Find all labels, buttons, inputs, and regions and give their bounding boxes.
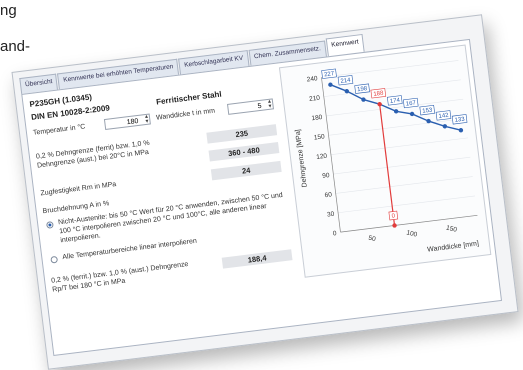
y-gridline bbox=[338, 195, 476, 214]
data-label: 227 bbox=[324, 71, 335, 78]
elongation-value: 24 bbox=[210, 160, 282, 181]
data-point bbox=[361, 97, 366, 102]
y-tick-label: 240 bbox=[306, 75, 318, 83]
data-label-box bbox=[337, 75, 354, 86]
y-gridline bbox=[333, 156, 471, 175]
data-label: 198 bbox=[357, 86, 368, 93]
highlight-zero-label: 0 bbox=[391, 213, 396, 219]
data-label-box bbox=[354, 83, 370, 94]
spinner-arrows-icon[interactable]: ▴ ▾ bbox=[144, 113, 149, 126]
thickness-input[interactable]: 5 ▴ ▾ bbox=[226, 98, 274, 115]
chart-svg: 0 30 60 90 120 150 180 210 240 Dehngrenze [MPa] 5… bbox=[295, 60, 479, 254]
kennwert-panel: P235GH (1.0345) DIN EN 10028-2:2009 Ferr… bbox=[21, 38, 503, 357]
series-group: 227 214 198 188 174 167 153 142 133 bbox=[321, 68, 468, 133]
highlight-zero-box bbox=[388, 210, 399, 221]
y-tick-label: 60 bbox=[324, 191, 332, 199]
option-linear-radio[interactable] bbox=[50, 255, 59, 264]
temperature-input[interactable]: 180 ▴ ▾ bbox=[103, 113, 151, 131]
y-gridline bbox=[330, 137, 468, 155]
data-label: 167 bbox=[406, 100, 417, 107]
y-axis-title: Dehngrenze [MPa] bbox=[295, 129, 309, 188]
y-gridline bbox=[323, 79, 461, 97]
y-tick-label: 180 bbox=[311, 114, 323, 122]
data-point bbox=[328, 82, 333, 87]
data-point bbox=[393, 109, 399, 114]
data-label: 188 bbox=[373, 91, 384, 98]
data-label: 174 bbox=[390, 98, 401, 105]
result-value: 188,4 bbox=[221, 249, 293, 269]
x-tick-label: 100 bbox=[406, 229, 419, 238]
x-axis-title: Wanddicke [mm] bbox=[427, 240, 479, 253]
highlight-base-point bbox=[392, 223, 397, 228]
y-axis-group: 0 30 60 90 120 150 180 210 240 Dehngrenze [MPa] bbox=[295, 60, 478, 237]
data-point bbox=[458, 128, 464, 133]
option-non-austenite-radio[interactable] bbox=[46, 221, 54, 229]
y-gridline bbox=[335, 176, 473, 194]
partial-text-line-1: ng bbox=[0, 2, 17, 19]
y-tick-label: 0 bbox=[333, 230, 338, 237]
x-axis-line bbox=[340, 214, 478, 233]
data-label-box bbox=[387, 95, 403, 106]
highlight-group: 0 bbox=[379, 104, 399, 228]
y-axis-line bbox=[321, 77, 341, 233]
data-label: 214 bbox=[340, 78, 351, 85]
y-gridline bbox=[328, 118, 466, 136]
spinner-arrows-icon[interactable]: ▴ ▾ bbox=[267, 98, 273, 110]
proof-strength-value: 235 bbox=[206, 124, 278, 144]
y-tick-label: 30 bbox=[327, 211, 335, 219]
highlight-drop-line bbox=[379, 104, 396, 226]
tensile-strength-label: Zugfestigkeit Rm in MPa bbox=[40, 181, 117, 198]
tensile-strength-value: 360 - 480 bbox=[208, 142, 280, 162]
partial-text-line-2: and- bbox=[0, 38, 31, 55]
thickness-label: Wanddicke t in mm bbox=[155, 107, 216, 122]
y-tick-label: 90 bbox=[322, 172, 330, 180]
y-tick-label: 150 bbox=[314, 133, 326, 141]
data-point bbox=[442, 124, 448, 129]
y-tick-label: 210 bbox=[309, 95, 321, 103]
data-point bbox=[409, 111, 415, 117]
yield-chart: 0 30 60 90 120 150 180 210 240 Dehngrenze [MPa] 5… bbox=[278, 44, 492, 278]
data-label-box bbox=[370, 88, 387, 99]
x-axis-group: 50 100 150 Wanddicke [mm] bbox=[340, 214, 479, 254]
x-tick-label: 150 bbox=[445, 225, 458, 234]
material-window: Übersicht Kennwerte bei erhöhten Tempera… bbox=[11, 14, 519, 370]
data-label: 142 bbox=[438, 113, 449, 120]
data-label-box bbox=[402, 97, 419, 109]
x-tick-label: 50 bbox=[368, 235, 377, 244]
elongation-label: Bruchdehnung A in % bbox=[42, 200, 110, 216]
data-point bbox=[344, 88, 350, 94]
y-gridline bbox=[321, 60, 459, 78]
temperature-label: Temperatur in °C bbox=[32, 123, 86, 137]
data-point bbox=[426, 118, 431, 124]
data-label-box bbox=[321, 68, 337, 79]
data-label: 153 bbox=[422, 107, 433, 114]
material-type: Ferritischer Stahl bbox=[155, 89, 223, 107]
data-label-box bbox=[419, 105, 436, 116]
data-label: 133 bbox=[454, 117, 465, 124]
y-tick-label: 120 bbox=[316, 153, 328, 161]
y-gridline bbox=[326, 98, 464, 117]
data-label-box bbox=[451, 114, 468, 125]
data-label-box bbox=[435, 110, 452, 121]
